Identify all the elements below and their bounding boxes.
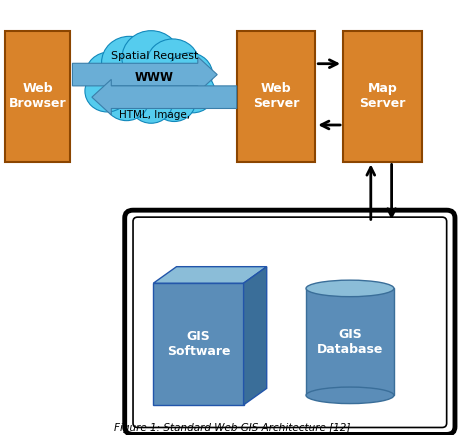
Text: WWW: WWW [135,71,174,84]
Ellipse shape [306,280,393,296]
Text: Web
Browser: Web Browser [9,82,66,110]
Polygon shape [243,267,266,405]
Circle shape [122,31,180,85]
Ellipse shape [101,59,198,103]
Circle shape [85,52,133,97]
Text: GIS
Software: GIS Software [166,330,230,358]
Polygon shape [153,283,243,405]
Text: HTML, Image,: HTML, Image, [119,110,190,120]
Polygon shape [306,288,393,395]
Circle shape [146,39,199,89]
FancyBboxPatch shape [125,210,454,434]
Circle shape [85,70,129,112]
Text: Spatial Request: Spatial Request [111,51,198,61]
Text: Map
Server: Map Server [358,82,405,110]
Circle shape [130,83,172,123]
FancyArrow shape [72,57,217,92]
Polygon shape [153,267,266,283]
Circle shape [104,79,149,121]
FancyBboxPatch shape [133,217,446,427]
Circle shape [153,82,195,122]
Text: Web
Server: Web Server [252,82,299,110]
Text: GIS
Database: GIS Database [316,328,382,356]
Circle shape [170,71,214,113]
FancyBboxPatch shape [236,31,314,161]
Ellipse shape [306,387,393,404]
Circle shape [166,53,212,96]
FancyArrow shape [92,79,236,115]
FancyBboxPatch shape [6,31,70,161]
FancyBboxPatch shape [342,31,421,161]
Text: Figure 1: Standard Web GIS Architecture [12]: Figure 1: Standard Web GIS Architecture … [113,423,350,433]
Circle shape [101,36,157,89]
